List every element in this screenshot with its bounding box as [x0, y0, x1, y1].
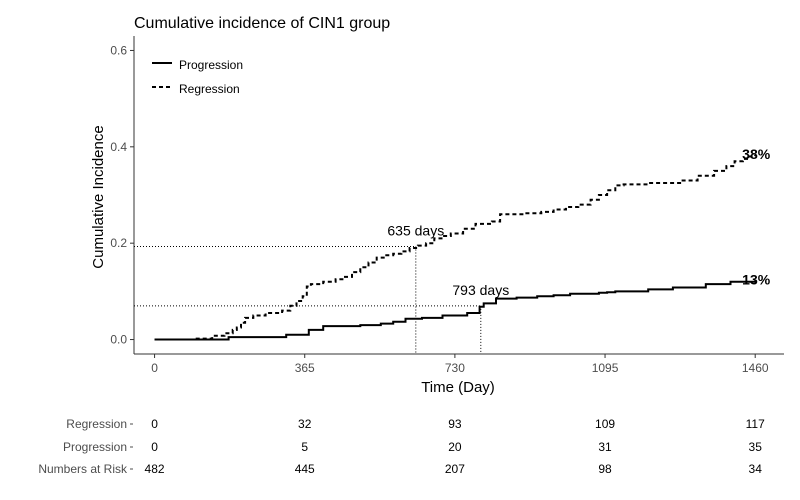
risk-cell: 98: [598, 462, 612, 476]
risk-table: Regression 0 32 93 109 117 Progression 0 5 20 31 35…: [38, 417, 765, 476]
y-tick-label: 0.0: [110, 333, 127, 347]
reference-lines: [134, 246, 482, 354]
risk-cell: 117: [746, 417, 765, 431]
y-tick-label: 0.2: [110, 236, 127, 250]
risk-row-label: Progression: [63, 440, 127, 454]
x-tick-label: 365: [295, 361, 315, 375]
y-tick-label: 0.4: [110, 140, 127, 154]
x-tick-label: 0: [151, 361, 158, 375]
legend-label-progression: Progression: [179, 58, 243, 72]
risk-cell: 109: [595, 417, 615, 431]
axes: [133, 36, 784, 355]
x-tick-label: 1095: [592, 361, 619, 375]
chart-title: Cumulative incidence of CIN1 group: [134, 15, 390, 32]
y-tick-label: 0.6: [110, 43, 127, 57]
x-tick-label: 730: [445, 361, 465, 375]
risk-cell: 0: [151, 417, 158, 431]
legend: Progression Regression: [152, 58, 243, 96]
legend-label-regression: Regression: [179, 82, 240, 96]
risk-cell: 35: [749, 440, 763, 454]
risk-cell: 31: [598, 440, 612, 454]
y-ticks: 0.0 0.2 0.4 0.6: [110, 43, 134, 347]
x-ticks: 0 365 730 1095 1460: [151, 354, 769, 375]
end-label-percent: 38%: [742, 146, 771, 162]
risk-cell: 207: [445, 462, 465, 476]
annotations: 635 days 793 days 38% 13%: [387, 146, 770, 298]
series-line-regression: [154, 155, 757, 341]
end-label-percent: 13%: [742, 271, 771, 287]
series-lines: [154, 155, 757, 341]
series-line-progression: [154, 280, 757, 341]
risk-cell: 93: [448, 417, 462, 431]
risk-cell: 34: [749, 462, 763, 476]
risk-cell: 20: [448, 440, 462, 454]
risk-cell: 482: [145, 462, 165, 476]
risk-cell: 445: [295, 462, 315, 476]
y-axis-title: Cumulative Incidence: [90, 125, 107, 268]
x-axis-title: Time (Day): [421, 379, 495, 396]
risk-row-label: Regression: [66, 417, 127, 431]
risk-row-label: Numbers at Risk: [38, 462, 128, 476]
risk-cell: 5: [301, 440, 308, 454]
annotation-days: 793 days: [452, 282, 509, 298]
annotation-days: 635 days: [387, 223, 444, 239]
risk-cell: 32: [298, 417, 312, 431]
x-tick-label: 1460: [742, 361, 769, 375]
risk-cell: 0: [151, 440, 158, 454]
